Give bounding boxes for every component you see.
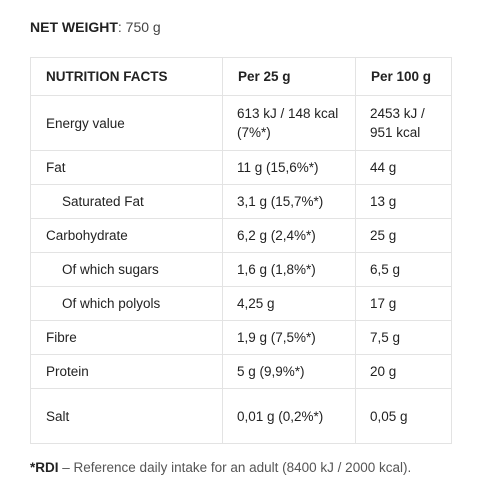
footnote-text: – Reference daily intake for an adult (8…: [58, 460, 412, 475]
row-per100: 0,05 g: [355, 388, 452, 444]
table-row: Salt 0,01 g (0,2%*) 0,05 g: [30, 388, 452, 444]
row-per100: 2453 kJ / 951 kcal: [355, 95, 452, 151]
table-row: Fat 11 g (15,6%*) 44 g: [30, 150, 452, 185]
nutrition-table: NUTRITION FACTS Per 25 g Per 100 g Energ…: [30, 57, 452, 444]
row-per25: 4,25 g: [222, 286, 356, 321]
net-weight-label: NET WEIGHT: [30, 19, 118, 35]
header-per-25g: Per 25 g: [222, 57, 356, 96]
row-per100: 7,5 g: [355, 320, 452, 355]
row-per100: 13 g: [355, 184, 452, 219]
row-per25: 11 g (15,6%*): [222, 150, 356, 185]
row-per25: 613 kJ / 148 kcal (7%*): [222, 95, 356, 151]
row-name: Energy value: [30, 95, 223, 151]
row-per25: 5 g (9,9%*): [222, 354, 356, 389]
row-per100: 25 g: [355, 218, 452, 253]
row-name: Fibre: [30, 320, 223, 355]
table-row: Saturated Fat 3,1 g (15,7%*) 13 g: [30, 184, 452, 219]
row-per25: 6,2 g (2,4%*): [222, 218, 356, 253]
row-per25: 1,9 g (7,5%*): [222, 320, 356, 355]
row-name: Saturated Fat: [30, 184, 223, 219]
row-per100: 6,5 g: [355, 252, 452, 287]
table-row: Protein 5 g (9,9%*) 20 g: [30, 354, 452, 389]
table-row: Of which polyols 4,25 g 17 g: [30, 286, 452, 321]
row-name: Fat: [30, 150, 223, 185]
row-per100: 20 g: [355, 354, 452, 389]
table-header-row: NUTRITION FACTS Per 25 g Per 100 g: [30, 57, 452, 96]
row-per25: 3,1 g (15,7%*): [222, 184, 356, 219]
row-per25: 0,01 g (0,2%*): [222, 388, 356, 444]
table-row: Fibre 1,9 g (7,5%*) 7,5 g: [30, 320, 452, 355]
table-row: Of which sugars 1,6 g (1,8%*) 6,5 g: [30, 252, 452, 287]
table-row: Carbohydrate 6,2 g (2,4%*) 25 g: [30, 218, 452, 253]
header-per-100g: Per 100 g: [355, 57, 452, 96]
footnote-label: *RDI: [30, 460, 59, 475]
row-name: Protein: [30, 354, 223, 389]
row-name: Carbohydrate: [30, 218, 223, 253]
net-weight: NET WEIGHT: 750 g: [30, 19, 161, 35]
rdi-footnote: *RDI – Reference daily intake for an adu…: [30, 460, 411, 475]
net-weight-value: : 750 g: [117, 19, 161, 35]
row-per100: 44 g: [355, 150, 452, 185]
row-name: Salt: [30, 388, 223, 444]
row-per100: 17 g: [355, 286, 452, 321]
row-per25: 1,6 g (1,8%*): [222, 252, 356, 287]
row-name: Of which polyols: [30, 286, 223, 321]
table-row: Energy value 613 kJ / 148 kcal (7%*) 245…: [30, 95, 452, 151]
row-name: Of which sugars: [30, 252, 223, 287]
header-nutrition-facts: NUTRITION FACTS: [30, 57, 223, 96]
